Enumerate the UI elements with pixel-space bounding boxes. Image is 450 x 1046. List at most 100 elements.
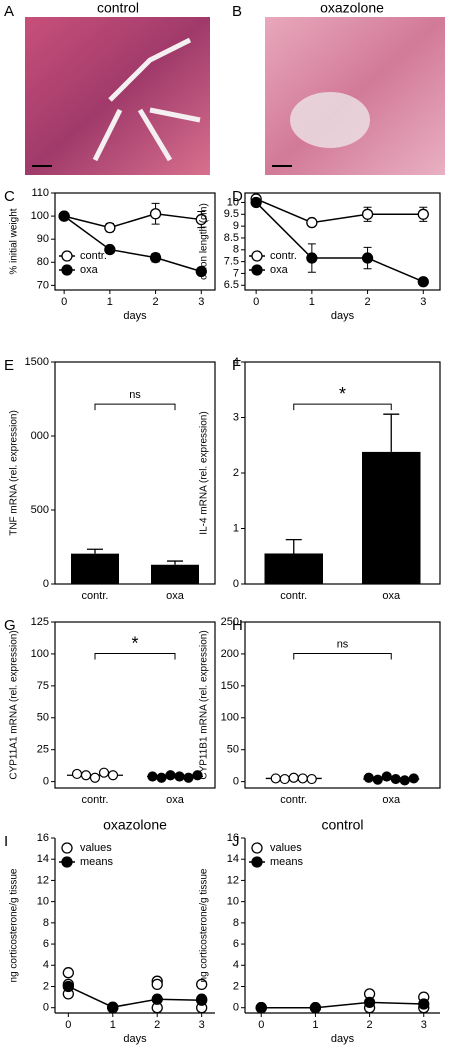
y-tick-label: 100	[31, 648, 49, 660]
y-tick-label: 75	[37, 680, 49, 692]
data-point	[149, 208, 162, 220]
y-tick-label: 000	[31, 430, 49, 442]
legend-label: contr.	[270, 250, 297, 262]
error-bar	[167, 560, 183, 565]
data-point	[361, 208, 374, 220]
data-point	[279, 773, 290, 785]
legend-marker	[251, 842, 263, 854]
y-tick-label: 0	[233, 776, 239, 788]
y-tick-label: 50	[37, 712, 49, 724]
x-tick-label: 2	[154, 1019, 160, 1031]
legend-label: values	[80, 842, 112, 854]
error-bar	[285, 538, 302, 554]
y-tick-label: 1500	[25, 356, 49, 368]
y-tick-label: 12	[227, 874, 239, 886]
data-point	[147, 771, 158, 782]
plot-frame	[54, 361, 216, 585]
x-tick-label: oxa	[382, 794, 401, 806]
chart-panel: C % initial weight 70 80 90 100 110 0 1 2 3 days con…	[4, 187, 216, 322]
x-axis-label: days	[123, 310, 147, 322]
x-tick-label: 0	[253, 296, 259, 308]
y-axis-label: colon length (cm)	[199, 203, 210, 280]
x-tick-label: oxa	[166, 590, 185, 602]
series-line	[63, 213, 202, 229]
y-tick-label: 0	[43, 1002, 49, 1014]
y-tick-label: 10	[37, 896, 49, 908]
panel-letter: G	[4, 617, 16, 634]
data-point	[196, 978, 208, 991]
legend-label: means	[270, 856, 304, 868]
y-tick-label: 4	[233, 959, 239, 971]
y-tick-label: 500	[31, 504, 49, 516]
y-tick-label: 0	[233, 578, 239, 590]
legend-marker	[61, 842, 73, 854]
legend-label: values	[270, 842, 302, 854]
legend-marker	[251, 856, 263, 868]
y-tick-label: 0	[43, 776, 49, 788]
significance-bracket	[293, 403, 392, 411]
data-point	[98, 767, 110, 778]
y-tick-label: 8.5	[224, 232, 239, 244]
panel-letter: J	[232, 833, 240, 850]
data-point	[381, 771, 392, 782]
y-tick-label: 2	[233, 467, 239, 479]
y-tick-label: 16	[227, 832, 239, 844]
y-axis-label: % initial weight	[9, 208, 20, 274]
y-tick-label: 1	[233, 522, 239, 534]
x-tick-label: 1	[309, 296, 315, 308]
histology-image	[265, 17, 445, 175]
significance-label: ns	[337, 638, 349, 650]
x-tick-label: 2	[367, 1019, 373, 1031]
panel-letter: D	[232, 188, 243, 205]
y-tick-label: 6	[233, 938, 239, 950]
bar	[264, 553, 323, 584]
series-line	[261, 1001, 424, 1009]
y-tick-label: 100	[221, 712, 239, 724]
y-tick-label: 12	[37, 874, 49, 886]
chart-panel: E TNF mRNA (rel. expression) 0 500 000 1500 co…	[4, 356, 216, 602]
y-tick-label: 0	[43, 578, 49, 590]
legend-marker	[61, 264, 73, 276]
panel-letter: A	[4, 3, 14, 20]
panel-letter: B	[232, 3, 242, 20]
data-point	[399, 775, 410, 786]
data-point	[195, 213, 207, 226]
series-line	[63, 215, 202, 273]
data-point	[89, 772, 101, 783]
data-point	[149, 252, 162, 264]
data-point	[104, 221, 116, 234]
x-tick-label: 1	[107, 296, 113, 308]
y-axis-label: CYP11B1 mRNA (rel. expression)	[199, 630, 210, 779]
series-line	[255, 198, 424, 224]
data-point	[107, 770, 119, 781]
data-point	[361, 252, 374, 264]
plot-frame	[54, 192, 216, 291]
y-tick-label: 9	[233, 220, 239, 232]
x-tick-label: contr.	[280, 590, 307, 602]
data-point	[417, 276, 429, 288]
data-point	[195, 265, 207, 278]
y-tick-label: 6.5	[224, 279, 239, 291]
panel-letter: E	[4, 357, 14, 374]
y-tick-label: 80	[37, 256, 49, 268]
y-tick-label: 2	[233, 980, 239, 992]
significance-label: *	[339, 384, 346, 404]
x-tick-label: oxa	[166, 794, 185, 806]
y-tick-label: 8	[43, 917, 49, 929]
data-point	[192, 770, 203, 781]
bar	[151, 564, 199, 584]
x-tick-label: 2	[365, 296, 371, 308]
data-point	[309, 1002, 322, 1014]
y-axis-label: TNF mRNA (rel. expression)	[9, 410, 20, 536]
data-point	[372, 774, 383, 785]
data-point	[62, 980, 74, 993]
data-point	[390, 773, 401, 785]
data-point	[408, 773, 419, 784]
data-point	[363, 996, 376, 1009]
y-tick-label: 0	[233, 1002, 239, 1014]
edema	[290, 92, 370, 148]
data-point	[297, 773, 308, 784]
y-tick-label: 14	[227, 853, 239, 865]
